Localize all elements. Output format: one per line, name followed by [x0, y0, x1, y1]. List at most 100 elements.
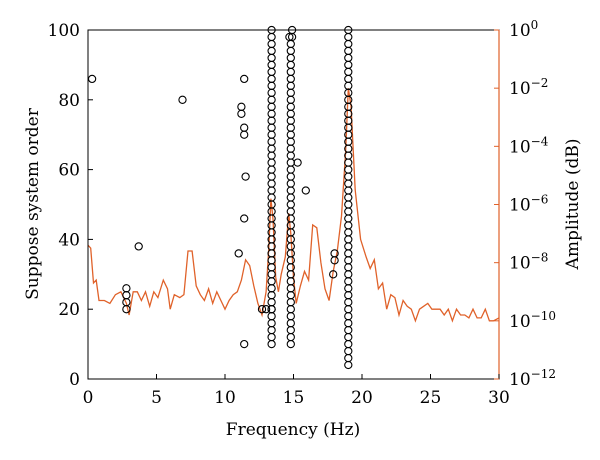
stabilization-point: [286, 88, 295, 97]
stabilization-point: [286, 116, 295, 125]
stabilization-point: [329, 270, 338, 279]
stabilization-point: [240, 74, 249, 84]
stabilization-point: [286, 46, 295, 56]
stabilization-point: [344, 165, 353, 174]
stabilization-point: [286, 165, 295, 174]
stabilization-point: [286, 193, 295, 202]
stabilization-point: [267, 332, 276, 342]
stabilization-point: [344, 60, 353, 70]
x-tick-label: 0: [83, 388, 94, 408]
stabilization-point: [240, 130, 249, 139]
right-y-axis-title: Amplitude (dB): [563, 139, 583, 271]
stabilization-point: [237, 102, 246, 111]
stabilization-point: [237, 109, 246, 118]
stabilization-point: [267, 74, 276, 84]
stabilization-point: [286, 95, 295, 104]
stabilization-point: [267, 53, 276, 63]
right-y-tick-label: 10−4: [509, 134, 549, 157]
stabilization-point: [267, 46, 276, 56]
stabilization-point: [267, 325, 276, 335]
stabilization-point: [286, 60, 295, 70]
left-y-tick-label: 60: [58, 161, 80, 181]
stabilization-point: [286, 207, 295, 216]
stabilization-point: [286, 39, 295, 49]
stabilization-point: [286, 172, 295, 181]
stabilization-point: [267, 109, 276, 118]
stabilization-point: [267, 263, 276, 272]
right-y-tick-label: 10−8: [509, 251, 548, 274]
stabilization-point: [344, 353, 353, 363]
stabilization-point: [267, 312, 276, 321]
x-tick-label: 25: [420, 388, 442, 408]
stabilization-point: [267, 305, 276, 314]
plot-frame: [87, 29, 500, 380]
stabilization-point: [286, 319, 295, 328]
stabilization-point: [344, 116, 353, 125]
stabilization-point: [344, 305, 353, 314]
stabilization-point: [344, 172, 353, 181]
stabilization-point: [267, 137, 276, 146]
stabilization-point: [344, 158, 353, 167]
stabilization-point: [286, 332, 295, 342]
x-tick-label: 20: [351, 388, 373, 408]
stabilization-point: [261, 305, 271, 314]
stabilization-point: [267, 39, 276, 49]
stabilization-point: [344, 200, 353, 209]
x-tick-label: 5: [151, 388, 162, 408]
stabilization-point: [344, 67, 353, 77]
stabilization-point: [344, 221, 353, 230]
stabilization-point: [267, 130, 276, 139]
stabilization-point: [267, 186, 276, 195]
stabilization-point: [286, 130, 295, 139]
stabilization-point: [344, 360, 353, 370]
stabilization-point: [286, 109, 295, 118]
right-y-tick-label: 10−12: [509, 367, 556, 390]
stabilization-point: [87, 74, 97, 84]
stabilization-point: [122, 291, 131, 300]
stabilization-point: [286, 249, 295, 258]
stabilization-point: [267, 172, 276, 181]
x-tick-label: 30: [488, 388, 510, 408]
stabilization-point: [330, 256, 339, 265]
stabilization-point: [344, 186, 353, 195]
stabilization-point: [301, 186, 310, 195]
stabilization-point: [134, 242, 143, 251]
stabilization-point: [267, 151, 276, 160]
left-y-tick-label: 80: [58, 91, 80, 111]
right-y-axis-ticks: 100 10−2 10−4 10−6 10−8 10−10 10−12: [494, 18, 556, 390]
stabilization-point: [344, 242, 353, 251]
stabilization-point: [267, 339, 276, 349]
stabilization-point: [240, 339, 249, 349]
stabilization-point: [344, 214, 353, 223]
stabilization-point: [241, 172, 250, 181]
stabilization-point: [286, 123, 295, 132]
stabilization-point: [344, 53, 353, 63]
stabilization-point: [344, 277, 353, 286]
stabilization-point: [344, 312, 353, 321]
stabilization-point: [267, 32, 276, 42]
stabilization-point: [267, 158, 276, 167]
stabilization-point: [344, 291, 353, 300]
stabilization-point: [267, 165, 276, 174]
stabilization-point: [344, 235, 353, 244]
stabilization-point: [267, 95, 276, 104]
right-y-tick-label: 10−10: [509, 309, 556, 332]
stabilization-point: [344, 249, 353, 258]
stabilization-point: [267, 123, 276, 132]
stabilization-point: [257, 305, 267, 314]
stabilization-point: [267, 277, 276, 286]
stabilization-point: [344, 74, 353, 84]
stabilization-point: [267, 67, 276, 77]
stabilization-point: [240, 214, 249, 223]
stabilization-point: [286, 144, 295, 153]
stabilization-point: [286, 67, 295, 77]
stabilization-point: [234, 249, 243, 258]
stabilization-point: [286, 102, 295, 111]
stabilization-point: [344, 325, 353, 335]
stabilization-point: [344, 332, 353, 342]
stabilization-point: [267, 319, 276, 328]
stabilization-point: [344, 256, 353, 265]
left-y-tick-label: 0: [69, 370, 80, 390]
stabilization-point: [344, 179, 353, 188]
stabilization-point: [286, 81, 295, 90]
